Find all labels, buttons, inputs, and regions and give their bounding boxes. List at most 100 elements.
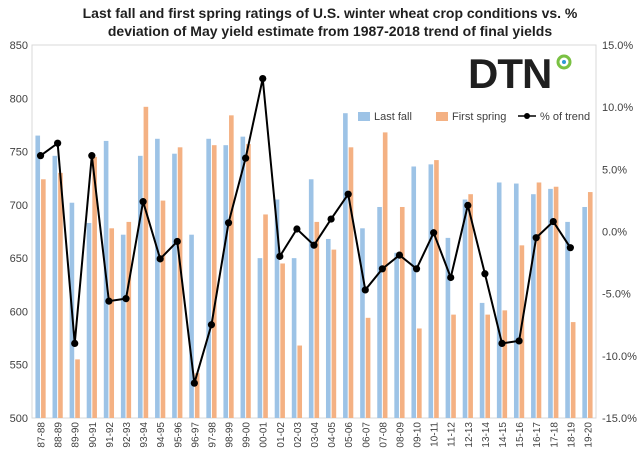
- legend-swatch-first-spring: [436, 112, 448, 121]
- bar-last-fall: [274, 199, 280, 418]
- bar-first-spring: [246, 144, 251, 418]
- x-axis-tick-label: 95-96: [173, 422, 184, 448]
- x-axis-tick-label: 14-15: [498, 422, 509, 448]
- legend-label-trend: % of trend: [540, 111, 590, 123]
- trend-point: [447, 273, 455, 282]
- trend-point: [105, 297, 113, 305]
- trend-point: [532, 234, 540, 242]
- trend-point: [259, 74, 267, 83]
- bar-last-fall: [394, 252, 399, 418]
- bar-last-fall: [291, 258, 297, 418]
- bar-first-spring: [399, 206, 405, 418]
- bar-first-spring: [365, 317, 371, 418]
- bar-last-fall: [496, 182, 502, 418]
- bar-last-fall: [343, 113, 348, 418]
- bar-first-spring: [177, 147, 183, 418]
- x-axis-tick-label: 07-08: [378, 422, 389, 448]
- bar-first-spring: [41, 179, 46, 418]
- bar-last-fall: [308, 179, 314, 418]
- x-axis-tick-label: 05-06: [344, 422, 355, 448]
- x-axis-tick-label: 01-02: [276, 422, 287, 448]
- bar-last-fall: [462, 199, 468, 418]
- bar-last-fall: [189, 234, 194, 418]
- trend-point: [276, 252, 284, 260]
- trend-point: [71, 339, 79, 347]
- trend-point: [498, 339, 506, 347]
- trend-point: [173, 237, 181, 246]
- legend-label-last-fall: Last fall: [374, 111, 412, 123]
- trend-point: [190, 379, 198, 387]
- bar-last-fall: [360, 228, 365, 418]
- bar-last-fall: [445, 237, 451, 418]
- bar-first-spring: [451, 314, 456, 418]
- bar-last-fall: [257, 258, 263, 418]
- bar-first-spring: [229, 115, 234, 418]
- x-axis-tick-label: 08-09: [395, 422, 406, 448]
- chart-title-line1: Last fall and first spring ratings of U.…: [82, 5, 578, 21]
- left-axis-tick-label: 550: [10, 360, 28, 372]
- bar-last-fall: [120, 234, 126, 418]
- trend-point: [156, 255, 164, 263]
- bar-first-spring: [348, 147, 354, 418]
- x-axis-tick-label: 19-20: [583, 422, 594, 448]
- x-axis-tick-label: 93-94: [139, 422, 150, 448]
- x-axis-tick-label: 96-97: [190, 422, 201, 448]
- trend-point: [361, 286, 369, 294]
- bar-last-fall: [172, 153, 177, 418]
- bar-first-spring: [502, 310, 508, 418]
- bar-last-fall: [206, 138, 211, 419]
- bar-first-spring: [297, 345, 303, 418]
- dtn-logo-mark: [556, 54, 572, 70]
- bar-last-fall: [565, 221, 570, 418]
- x-axis-tick-label: 09-10: [413, 422, 424, 448]
- x-axis-tick-label: 04-05: [327, 422, 338, 448]
- bar-first-spring: [536, 182, 542, 418]
- x-axis-tick-label: 92-93: [122, 422, 133, 448]
- trend-point: [207, 321, 216, 329]
- bar-first-spring: [160, 200, 166, 418]
- x-axis-tick-label: 03-04: [310, 422, 321, 448]
- bar-first-spring: [331, 249, 337, 418]
- trend-point: [344, 190, 352, 198]
- trend-point: [549, 217, 557, 226]
- bar-first-spring: [263, 214, 268, 418]
- left-axis-tick-label: 700: [10, 200, 28, 212]
- x-axis-tick-label: 88-89: [54, 422, 65, 448]
- x-axis-tick-label: 98-99: [225, 422, 236, 448]
- right-axis-tick-label: -5.0%: [602, 289, 631, 301]
- plot-area: [31, 44, 597, 419]
- x-axis-tick-label: 91-92: [105, 422, 116, 448]
- trend-point: [242, 154, 250, 162]
- bar-first-spring: [519, 245, 525, 418]
- x-axis-tick-label: 97-98: [207, 422, 218, 448]
- legend-swatch-last-fall: [358, 112, 370, 121]
- trend-point: [378, 265, 386, 273]
- bar-last-fall: [377, 206, 382, 418]
- left-axis-tick-label: 650: [10, 253, 28, 265]
- bar-last-fall: [531, 194, 536, 418]
- bar-last-fall: [428, 164, 434, 418]
- right-axis-tick-label: 0.0%: [602, 227, 627, 239]
- bar-first-spring: [485, 314, 491, 418]
- bar-first-spring: [587, 192, 593, 418]
- x-axis-tick-label: 17-18: [549, 422, 560, 448]
- bar-last-fall: [513, 183, 519, 418]
- x-axis-tick-label: 99-00: [242, 422, 253, 448]
- x-axis-tick-label: 89-90: [71, 422, 82, 448]
- bar-last-fall: [582, 206, 587, 418]
- bar-first-spring: [75, 359, 80, 418]
- bar-last-fall: [223, 145, 229, 419]
- trend-point: [430, 229, 438, 237]
- trend-point: [139, 198, 147, 206]
- trend-point: [88, 152, 96, 160]
- x-axis-tick-label: 00-01: [259, 422, 270, 448]
- x-axis-tick-label: 13-14: [481, 422, 492, 448]
- left-axis-tick-label: 850: [10, 40, 28, 52]
- bar-last-fall: [155, 138, 160, 419]
- bar-first-spring: [468, 194, 473, 418]
- x-axis-tick-label: 11-12: [447, 422, 458, 447]
- left-axis-tick-label: 750: [10, 147, 28, 159]
- bar-first-spring: [434, 160, 439, 418]
